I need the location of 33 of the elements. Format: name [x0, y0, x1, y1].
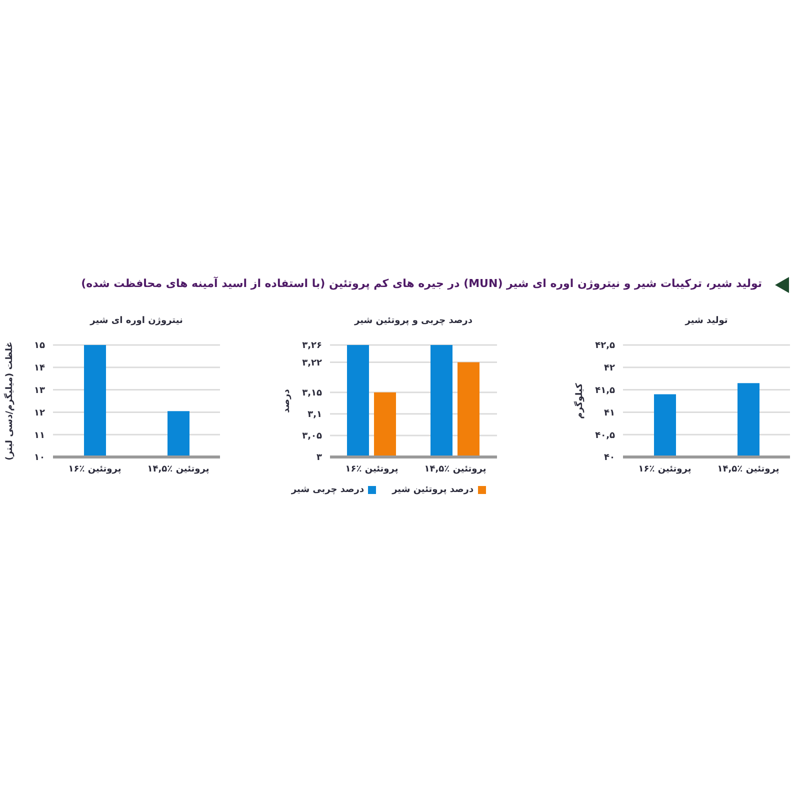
y-tick-label: ۴۱	[604, 408, 615, 418]
y-axis-title: درصد	[282, 388, 292, 413]
y-tick-label: ۴۰	[604, 453, 615, 464]
y-tick-label: ۱۵	[34, 341, 46, 352]
y-tick-label: ۴۱,۵	[595, 386, 616, 396]
y-tick-label: ۱۰	[34, 453, 45, 464]
y-axis-title: کیلوگرم	[573, 382, 586, 419]
y-tick-label: ۴۲,۵	[595, 341, 616, 352]
y-tick-label: ۴۰,۵	[595, 430, 616, 441]
x-tick-label: ۱۶٪ پروتئین	[68, 464, 122, 474]
chart-title: درصد چربی و پروتئین شیر	[353, 316, 474, 326]
y-tick-label: ۴۲	[604, 364, 616, 374]
y-tick-label: ۱۲	[34, 408, 46, 418]
y-tick-label: ۳,۱۵	[302, 388, 322, 399]
chart-title: تولید شیر	[684, 316, 729, 326]
y-tick-label: ۳	[316, 453, 322, 464]
y-tick-label: ۱۴	[34, 364, 46, 374]
y-tick-label: ۳,۱	[308, 410, 322, 420]
y-tick-label: ۳,۰۵	[302, 432, 322, 442]
x-tick-label: ۱۴,۵٪ پروتئین	[717, 464, 780, 474]
text: تولید شیر، ترکیبات شیر و نیتروژن اوره ای شیر (MUN) در جیره های کم پروتئین (با استفاده از اسید آمینه های محافظت شده)	[81, 277, 762, 290]
y-tick-label: ۳,۲۲	[302, 358, 322, 368]
y-axis-title: غلظت (میلیگرم/دسی لیتر)	[3, 342, 16, 460]
x-tick-label: ۱۴,۵٪ پروتئین	[147, 464, 210, 474]
legend-label: درصد چربی شیر	[291, 485, 364, 495]
y-tick-label: ۱۱	[34, 430, 45, 441]
x-tick-label: ۱۶٪ پروتئین	[638, 464, 692, 474]
x-tick-label: ۱۶٪ پروتئین	[345, 464, 398, 474]
y-tick-label: ۳,۲۶	[302, 341, 322, 352]
x-tick-label: ۱۴,۵٪ پروتئین	[424, 464, 486, 474]
y-tick-label: ۱۳	[34, 386, 46, 396]
legend-label: درصد پروتئین شیر	[392, 485, 474, 495]
chart-title: نیتروژن اوره ای شیر	[88, 316, 184, 326]
